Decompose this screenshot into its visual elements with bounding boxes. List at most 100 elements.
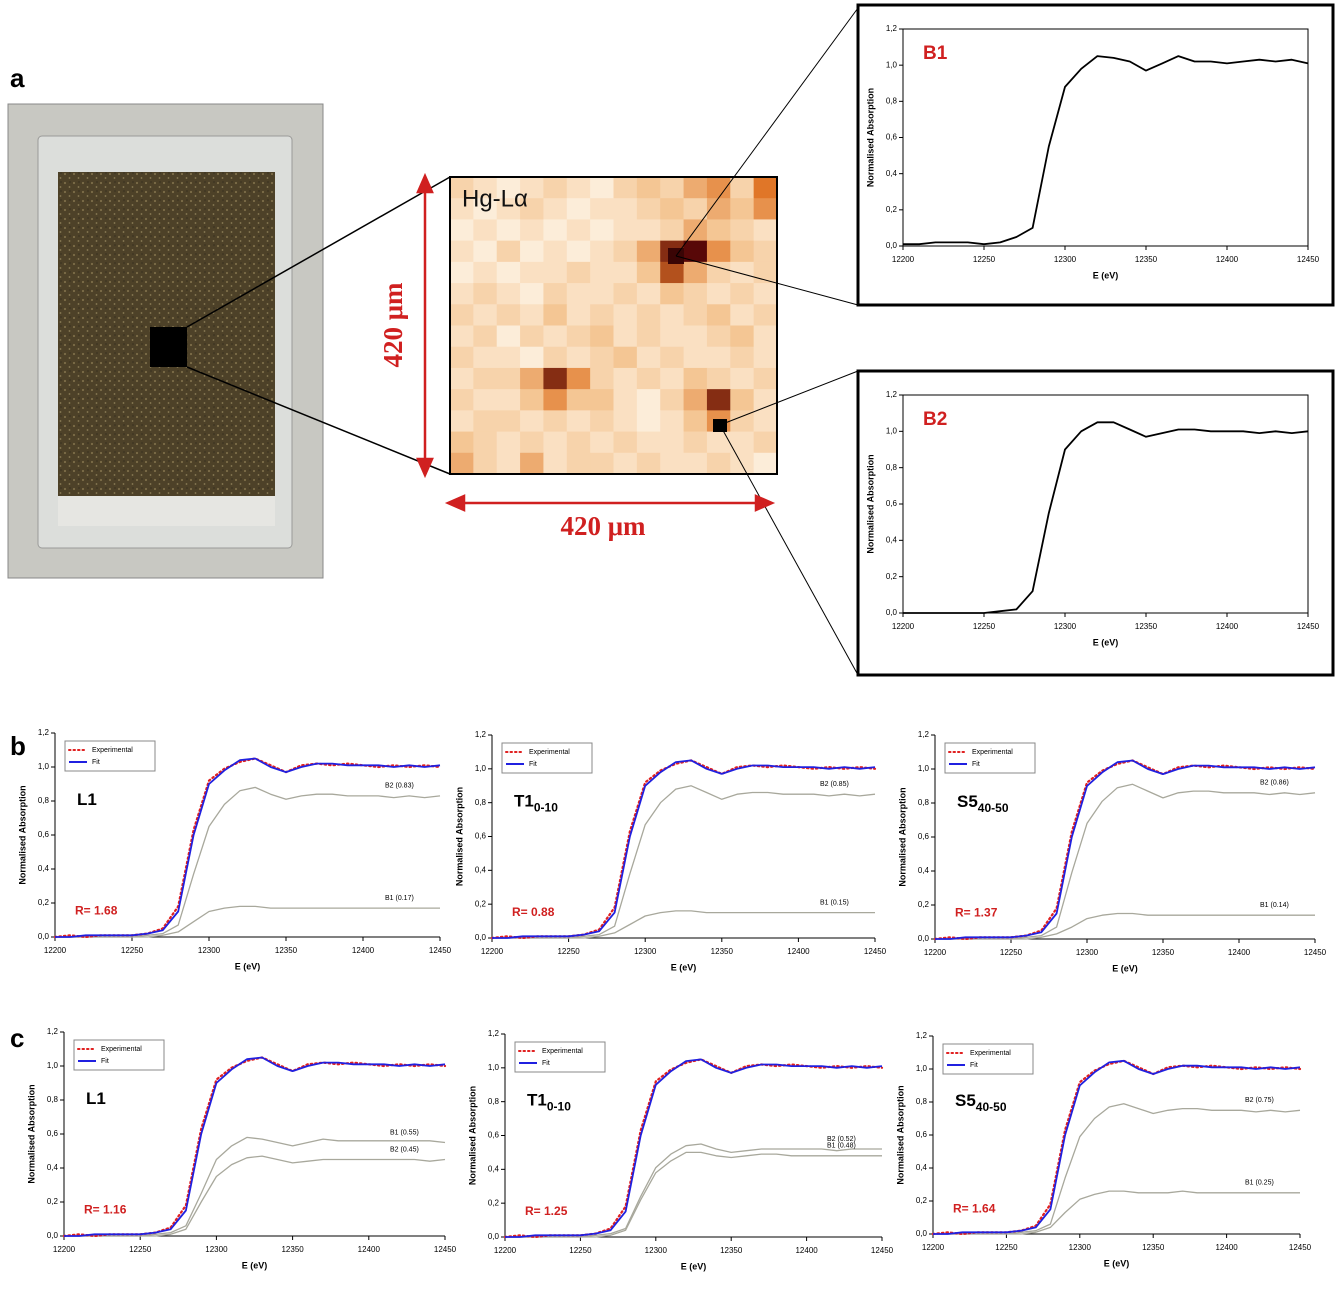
x-tick-label: 12250 bbox=[973, 622, 996, 631]
map-cell bbox=[730, 219, 755, 242]
r-factor: R= 1.68 bbox=[75, 904, 118, 918]
y-tick-label: 0,8 bbox=[886, 96, 898, 105]
sample-label: S540-50 bbox=[955, 1091, 1007, 1114]
y-tick-label: 0,2 bbox=[886, 572, 898, 581]
sample-name: T1 bbox=[527, 1091, 547, 1110]
legend-box bbox=[73, 1039, 165, 1071]
x-tick-label: 12450 bbox=[1304, 948, 1327, 957]
y-tick-label: 1,2 bbox=[886, 390, 898, 399]
y-tick-label: 1,2 bbox=[47, 1027, 59, 1036]
x-tick-label: 12400 bbox=[1216, 255, 1239, 264]
map-cell bbox=[706, 452, 731, 475]
y-tick-label: 0,0 bbox=[918, 934, 930, 943]
sample-label: S540-50 bbox=[957, 792, 1009, 815]
y-tick-label: 0,8 bbox=[916, 1097, 928, 1106]
legend-label: Fit bbox=[972, 761, 980, 768]
x-tick-label: 12200 bbox=[481, 947, 504, 956]
map-cell bbox=[660, 198, 685, 220]
map-cell bbox=[613, 261, 638, 284]
map-cell bbox=[590, 452, 614, 475]
x-tick-label: 12350 bbox=[1135, 622, 1158, 631]
map-cell bbox=[473, 452, 498, 475]
map-cell bbox=[660, 431, 685, 454]
map-cell bbox=[730, 346, 755, 369]
map-cell bbox=[543, 389, 568, 411]
map-cell bbox=[730, 452, 755, 475]
x-tick-label: 12350 bbox=[1135, 255, 1158, 264]
callout-line bbox=[675, 255, 859, 306]
panel-label: b bbox=[10, 731, 26, 761]
map-cell bbox=[636, 431, 661, 454]
y-tick-label: 1,2 bbox=[916, 1031, 928, 1040]
x-tick-label: 12300 bbox=[1076, 948, 1099, 957]
map-cell bbox=[683, 346, 708, 369]
component-label: B2 (0.45) bbox=[390, 1146, 419, 1153]
sample-name: S5 bbox=[955, 1091, 976, 1110]
x-tick-label: 12300 bbox=[634, 947, 657, 956]
y-tick-label: 0,4 bbox=[475, 865, 487, 874]
map-cell bbox=[473, 304, 498, 326]
map-cell bbox=[730, 325, 755, 348]
y-tick-label: 0,6 bbox=[488, 1131, 500, 1140]
map-cell bbox=[543, 240, 568, 263]
arrow-head bbox=[416, 457, 434, 479]
component-label: B1 (0.14) bbox=[1260, 902, 1289, 909]
map-cell bbox=[473, 389, 498, 411]
y-tick-label: 0,4 bbox=[916, 1163, 928, 1172]
x-tick-label: 12300 bbox=[205, 1245, 228, 1254]
x-tick-label: 12200 bbox=[892, 622, 915, 631]
map-cell bbox=[590, 325, 614, 348]
map-cell bbox=[706, 431, 731, 454]
series-line bbox=[935, 759, 1316, 940]
map-cell bbox=[660, 346, 685, 369]
x-tick-label: 12250 bbox=[569, 1246, 592, 1255]
x-tick-label: 12200 bbox=[44, 946, 67, 955]
map-cell bbox=[590, 261, 614, 284]
map-cell bbox=[543, 452, 568, 475]
map-cell bbox=[636, 304, 661, 326]
component-label: B2 (0.86) bbox=[1260, 780, 1289, 787]
map-cell bbox=[543, 325, 568, 348]
component-line bbox=[64, 1136, 446, 1237]
map-cell bbox=[636, 410, 661, 433]
x-axis-label: E (eV) bbox=[1104, 1258, 1130, 1268]
y-axis-label: Normalised Absorption bbox=[454, 787, 464, 886]
sample-name: S5 bbox=[957, 792, 978, 811]
legend-box bbox=[514, 1041, 606, 1073]
r-factor: R= 1.64 bbox=[953, 1201, 996, 1215]
map-cell bbox=[543, 304, 568, 326]
y-tick-label: 0,4 bbox=[886, 169, 898, 178]
x-axis-label: E (eV) bbox=[681, 1261, 707, 1271]
map-cell bbox=[706, 304, 731, 326]
x-tick-label: 12450 bbox=[434, 1245, 457, 1254]
x-tick-label: 12200 bbox=[892, 255, 915, 264]
y-tick-label: 0,2 bbox=[916, 1196, 928, 1205]
map-cell bbox=[590, 389, 614, 411]
component-label: B1 (0.17) bbox=[385, 895, 414, 902]
y-tick-label: 0,4 bbox=[488, 1164, 500, 1173]
map-cell bbox=[683, 325, 708, 348]
sample-label: L1 bbox=[77, 790, 97, 809]
plot-frame bbox=[902, 394, 1309, 614]
map-cell bbox=[660, 389, 685, 411]
x-tick-label: 12300 bbox=[198, 946, 221, 955]
map-cell bbox=[730, 261, 755, 284]
legend-label: Experimental bbox=[542, 1048, 583, 1055]
map-cell bbox=[590, 346, 614, 369]
map-cell bbox=[753, 367, 778, 390]
y-tick-label: 0,6 bbox=[475, 832, 487, 841]
map-cell bbox=[753, 283, 778, 305]
x-tick-label: 12400 bbox=[358, 1245, 381, 1254]
x-tick-label: 12350 bbox=[1142, 1243, 1165, 1252]
scale-label: 420 μm bbox=[378, 282, 408, 368]
map-cell bbox=[683, 367, 708, 390]
map-cell bbox=[730, 389, 755, 411]
callout-line bbox=[675, 7, 859, 257]
map-cell bbox=[660, 304, 685, 326]
arrow-head bbox=[444, 494, 466, 512]
map-cell bbox=[706, 389, 731, 411]
map-cell bbox=[660, 219, 685, 242]
map-cell bbox=[753, 389, 778, 411]
map-cell bbox=[683, 240, 708, 263]
y-tick-label: 1,2 bbox=[918, 730, 930, 739]
